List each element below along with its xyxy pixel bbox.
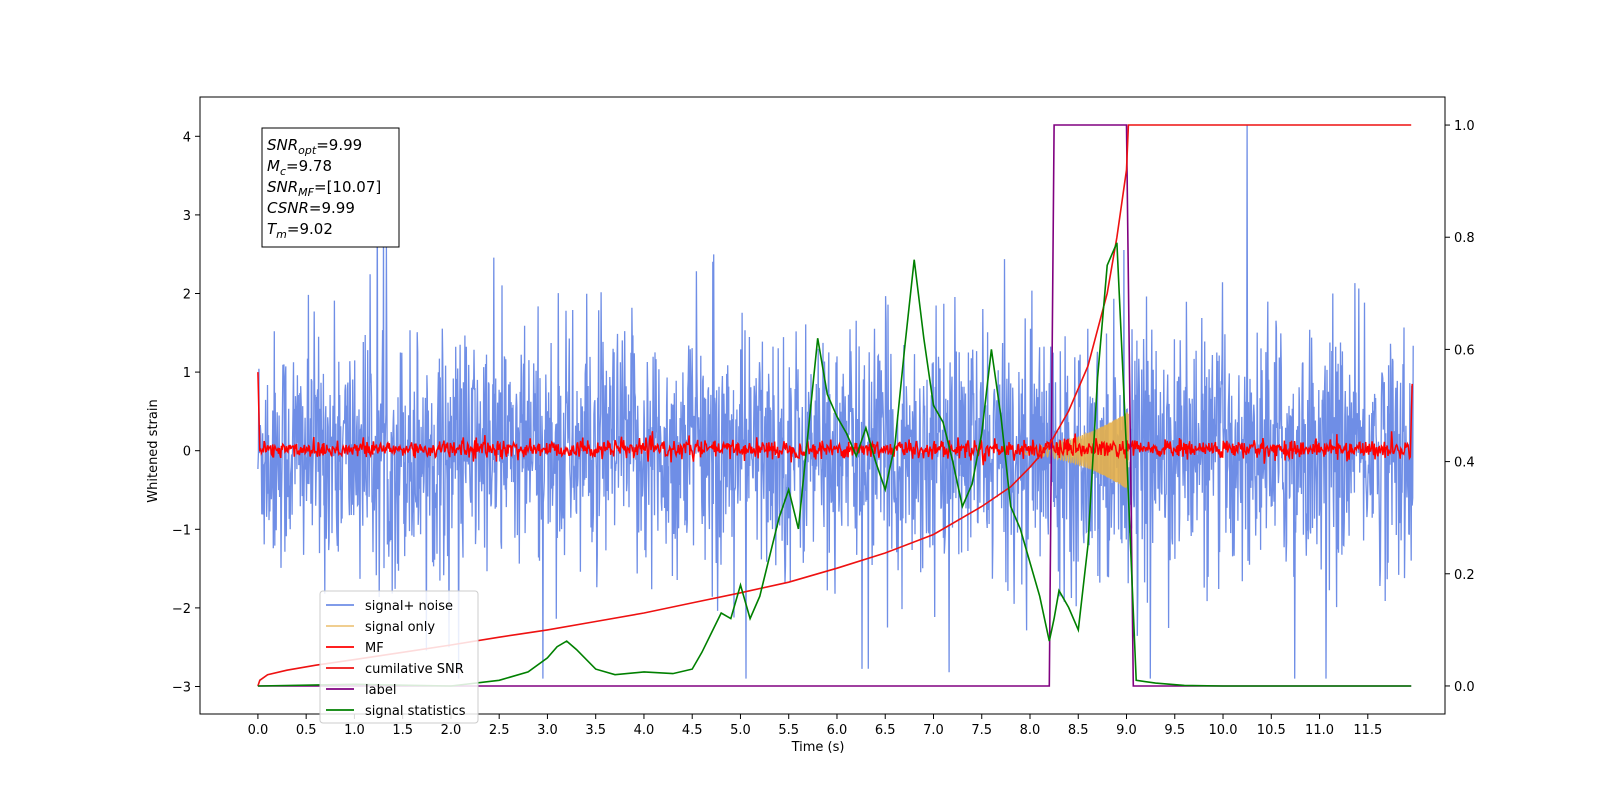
info-box-frame: [261, 127, 400, 248]
y2-tick-label: 1.0: [1454, 119, 1475, 134]
x-tick-label: 11.0: [1305, 723, 1334, 738]
y-tick-label: −2: [172, 602, 191, 617]
x-axis-label: Time (s): [791, 740, 845, 755]
x-tick-label: 4.5: [682, 723, 703, 738]
y-tick-label: 3: [183, 209, 191, 224]
info-line: SNRMF=[10.07]: [267, 178, 381, 199]
x-tick-label: 8.5: [1068, 723, 1089, 738]
series-signal-statistics: [257, 242, 1412, 687]
x-tick-label: 11.5: [1353, 723, 1382, 738]
y2-tick-label: 0.2: [1454, 568, 1475, 583]
series-label: [257, 124, 1412, 687]
x-tick-label: 0.0: [248, 723, 269, 738]
x-tick-label: 10.0: [1209, 723, 1238, 738]
legend-entry: signal only: [365, 620, 435, 635]
y-tick-label: 0: [183, 445, 191, 460]
x-tick-label: 2.5: [489, 723, 510, 738]
x-tick-label: 7.5: [971, 723, 992, 738]
x-tick-label: 3.5: [585, 723, 606, 738]
series-mf: [257, 372, 1413, 466]
x-tick-label: 4.0: [634, 723, 655, 738]
x-tick-label: 1.0: [344, 723, 365, 738]
axes-frame: [199, 96, 1446, 715]
info-line: CSNR=9.99: [267, 199, 355, 217]
x-tick-label: 6.0: [827, 723, 848, 738]
info-line: Mc=9.78: [267, 157, 332, 178]
info-box: SNRopt=9.99Mc=9.78SNRMF=[10.07]CSNR=9.99…: [261, 127, 400, 248]
legend-entry: signal+ noise: [365, 599, 453, 614]
y-axis-label: Whitened strain: [146, 399, 161, 502]
x-tick-label: 7.0: [923, 723, 944, 738]
y2-tick-label: 0.4: [1454, 456, 1475, 471]
x-tick-label: 5.0: [730, 723, 751, 738]
y-tick-label: −3: [172, 680, 191, 695]
x-tick-label: 0.5: [296, 723, 317, 738]
y-tick-label: −1: [172, 523, 191, 538]
legend-entry: cumilative SNR: [365, 662, 464, 677]
y2-tick-label: 0.0: [1454, 680, 1475, 695]
x-tick-label: 9.0: [1116, 723, 1137, 738]
legend-frame: [319, 590, 479, 724]
y2-tick-label: 0.8: [1454, 231, 1475, 246]
x-tick-label: 6.5: [875, 723, 896, 738]
legend-entry: MF: [365, 641, 384, 656]
y-tick-label: 2: [183, 287, 191, 302]
legend-entry: signal statistics: [365, 704, 466, 719]
x-tick-label: 2.0: [441, 723, 462, 738]
legend: signal+ noise signal only MF cumilative SNR…: [319, 590, 479, 724]
x-tick-label: 8.0: [1020, 723, 1041, 738]
info-line: SNRopt=9.99: [267, 136, 362, 157]
x-tick-label: 9.5: [1164, 723, 1185, 738]
y-tick-label: 1: [183, 366, 191, 381]
x-tick-label: 3.0: [537, 723, 558, 738]
series-signal-noise: [257, 124, 1414, 679]
info-line: Tm=9.02: [267, 220, 333, 241]
legend-entry: label: [365, 683, 396, 698]
x-tick-label: 5.5: [778, 723, 799, 738]
y2-tick-label: 0.6: [1454, 343, 1475, 358]
x-tick-label: 10.5: [1257, 723, 1286, 738]
y-tick-label: 4: [183, 130, 191, 145]
x-tick-label: 1.5: [392, 723, 413, 738]
axes: 0.0 0.5 1.0 1.5 2.0 2.5 3.0 3.5 4.0 4.5 5.0 5.5 6.0 6…: [172, 96, 1475, 738]
